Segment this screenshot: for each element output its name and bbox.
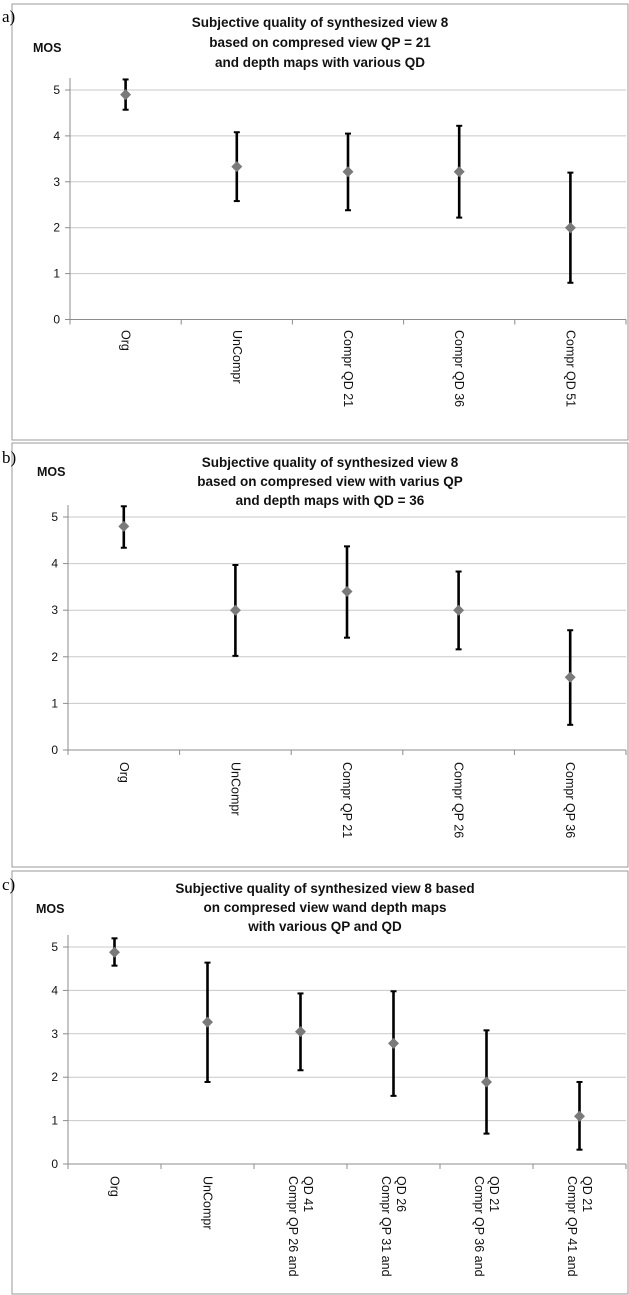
y-tick-label: 2: [53, 221, 60, 235]
chart-panel-2: b) Subjective quality of synthesized view…: [2, 442, 629, 868]
data-point-marker: [574, 1110, 585, 1122]
data-point-marker: [120, 89, 132, 101]
y-tick-label: 1: [51, 696, 58, 710]
x-category-label: Org: [119, 330, 133, 351]
data-point-marker: [564, 222, 576, 234]
y-tick-label: 3: [53, 175, 60, 189]
y-tick-label: 5: [51, 510, 58, 524]
panel-frame: [11, 442, 629, 868]
y-axis-label: MOS: [36, 902, 64, 916]
chart-title-line: on compresed view wand depth maps: [203, 900, 446, 915]
y-tick-label: 3: [51, 603, 58, 617]
chart-panel-1: a) Subjective quality of synthesized view…: [2, 3, 629, 441]
x-category-label: UnCompr: [228, 762, 242, 816]
x-category-text: Compr QP 26: [452, 762, 466, 838]
chart-title-line: and depth maps with QD = 36: [236, 493, 425, 508]
y-tick-label: 5: [51, 940, 58, 954]
y-tick-label: 1: [53, 267, 60, 281]
y-axis-label: MOS: [33, 41, 61, 55]
chart-panel-3: c) Subjective quality of synthesized view…: [2, 870, 629, 1295]
x-category-text: Compr QD 36: [452, 330, 466, 407]
chart-title-line: based on compresed view with varius QP: [197, 474, 463, 489]
x-category-text: QD 41: [301, 1176, 315, 1212]
data-point-marker: [231, 161, 243, 173]
x-category-text: Compr QP 26 and: [286, 1176, 300, 1277]
panel-label: c): [2, 875, 15, 894]
x-category-text: Compr QD 51: [563, 330, 577, 407]
x-category-label: Org: [117, 762, 131, 783]
data-point-marker: [229, 604, 241, 616]
x-category-text: Org: [119, 330, 133, 351]
y-tick-label: 4: [51, 983, 58, 997]
x-category-text: UnCompr: [228, 762, 242, 816]
y-tick-label: 0: [51, 743, 58, 757]
x-category-label: Org: [108, 1176, 122, 1197]
x-category-label: Compr QP 21: [340, 762, 354, 838]
x-category-label: Compr QP 31 and QD 26: [379, 1176, 408, 1277]
y-tick-label: 5: [53, 83, 60, 97]
y-axis-label: MOS: [37, 465, 65, 479]
x-category-label: Compr QD 51: [563, 330, 577, 407]
y-tick-label: 0: [53, 313, 60, 327]
y-tick-label: 4: [53, 129, 60, 143]
x-category-text: UnCompr: [201, 1176, 215, 1230]
chart-title-line: and depth maps with various QD: [215, 55, 425, 70]
y-tick-label: 2: [51, 1070, 58, 1084]
data-point-marker: [453, 604, 465, 616]
y-tick-label: 1: [51, 1114, 58, 1128]
x-category-label: Compr QP 36 and QD 21: [472, 1176, 501, 1277]
y-tick-label: 2: [51, 650, 58, 664]
chart-title-line: Subjective quality of synthesized view 8: [202, 455, 459, 470]
x-category-text: QD 21: [487, 1176, 501, 1212]
panel-frame: [11, 3, 629, 441]
x-category-text: Compr QP 21: [340, 762, 354, 838]
x-category-text: UnCompr: [230, 330, 244, 384]
x-category-text: QD 21: [580, 1176, 594, 1212]
data-point-marker: [109, 946, 120, 958]
x-category-label: Compr QD 21: [341, 330, 355, 407]
x-category-text: Org: [117, 762, 131, 783]
chart-title-line: with various QP and QD: [247, 919, 402, 934]
panel-label: b): [2, 448, 16, 467]
data-point-marker: [202, 1016, 213, 1028]
x-category-label: Compr QP 36: [563, 762, 577, 838]
x-category-text: Compr QD 21: [341, 330, 355, 407]
panel-frame: [11, 870, 629, 1295]
x-category-text: Org: [108, 1176, 122, 1197]
x-category-label: Compr QP 26 and QD 41: [286, 1176, 315, 1277]
x-category-label: Compr QP 26: [452, 762, 466, 838]
data-point-marker: [341, 586, 353, 598]
data-point-marker: [295, 1026, 306, 1038]
x-category-label: UnCompr: [201, 1176, 215, 1230]
chart-title-line: Subjective quality of synthesized view 8…: [175, 881, 474, 896]
y-tick-label: 0: [51, 1157, 58, 1171]
data-point-marker: [453, 166, 465, 178]
panel-label: a): [2, 7, 15, 26]
chart-title-line: Subjective quality of synthesized view 8: [192, 15, 449, 30]
data-point-marker: [481, 1076, 492, 1088]
data-point-marker: [388, 1037, 399, 1049]
x-category-label: Compr QP 41 and QD 21: [565, 1176, 594, 1277]
chart-title-line: based on compresed view QP = 21: [209, 35, 431, 50]
x-category-label: Compr QD 36: [452, 330, 466, 407]
data-point-marker: [342, 166, 354, 178]
y-tick-label: 4: [51, 557, 58, 571]
x-category-text: Compr QP 31 and: [379, 1176, 393, 1277]
x-category-text: Compr QP 36: [563, 762, 577, 838]
data-point-marker: [118, 520, 130, 532]
y-tick-label: 3: [51, 1027, 58, 1041]
data-point-marker: [564, 671, 576, 683]
x-category-text: Compr QP 41 and: [565, 1176, 579, 1277]
x-category-label: UnCompr: [230, 330, 244, 384]
x-category-text: QD 26: [394, 1176, 408, 1212]
x-category-text: Compr QP 36 and: [472, 1176, 486, 1277]
